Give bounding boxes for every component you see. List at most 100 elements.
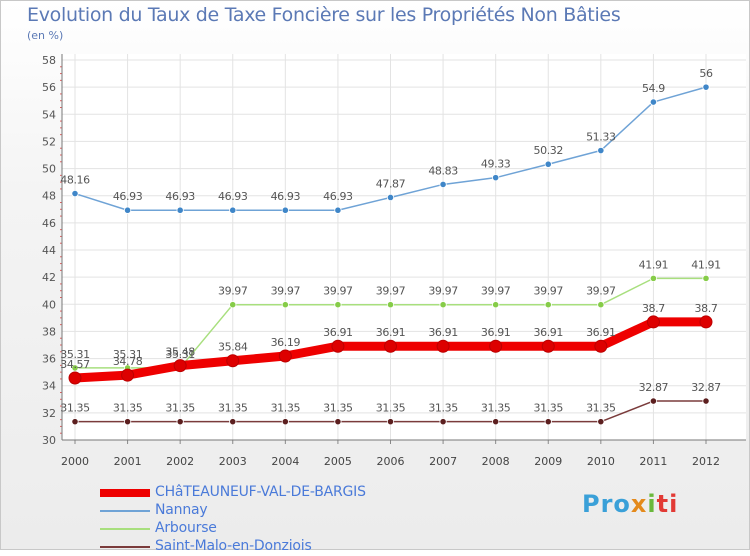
data-point — [541, 339, 555, 353]
data-label: 49.33 — [481, 158, 511, 171]
data-label: 31.35 — [323, 402, 353, 415]
data-label: 31.35 — [113, 402, 143, 415]
data-point — [123, 418, 132, 426]
data-label: 39.97 — [271, 285, 301, 298]
legend-label: Saint-Malo-en-Donziois — [155, 538, 312, 554]
legend-label: Nannay — [155, 502, 208, 518]
data-label: 35.31 — [165, 348, 195, 361]
data-point — [384, 339, 397, 353]
data-point — [176, 418, 184, 426]
data-label: 31.35 — [428, 402, 458, 415]
y-tick-label: 42 — [42, 271, 56, 284]
data-label: 36.91 — [323, 326, 353, 339]
data-point — [71, 189, 79, 198]
x-tick-label: 2012 — [692, 455, 720, 468]
data-point — [597, 146, 605, 155]
data-point — [597, 418, 605, 426]
data-label: 31.35 — [586, 402, 616, 415]
data-point — [649, 274, 658, 282]
x-tick-label: 2001 — [114, 455, 142, 468]
data-label: 38.7 — [695, 302, 718, 315]
data-point — [281, 418, 289, 426]
y-tick-label: 44 — [42, 244, 56, 257]
data-label: 39.97 — [481, 285, 511, 298]
data-label: 48.16 — [60, 174, 90, 187]
data-point — [492, 301, 500, 309]
data-point — [544, 418, 552, 426]
data-point — [226, 354, 240, 368]
data-point — [229, 301, 237, 309]
plot-area — [62, 54, 746, 440]
data-label: 36.91 — [481, 326, 511, 339]
logo-part: i — [647, 490, 657, 518]
data-label: 51.33 — [586, 131, 616, 144]
data-label: 39.97 — [376, 285, 406, 298]
logo-part: ti — [656, 490, 679, 518]
data-label: 39.97 — [534, 285, 564, 298]
data-label: 56 — [699, 67, 713, 80]
legend-label: CHâTEAUNEUF-VAL-DE-BARGIS — [155, 484, 366, 500]
data-label: 39.97 — [586, 285, 616, 298]
data-label: 54.9 — [642, 82, 665, 95]
data-label: 31.35 — [218, 402, 248, 415]
data-point — [489, 339, 503, 353]
x-tick-label: 2009 — [534, 455, 562, 468]
y-tick-label: 34 — [42, 380, 56, 393]
chart-title: Evolution du Taux de Taxe Foncière sur l… — [27, 4, 621, 26]
data-label: 35.31 — [113, 348, 143, 361]
data-label: 31.35 — [376, 402, 406, 415]
x-tick-label: 2010 — [587, 455, 615, 468]
x-tick-label: 2007 — [429, 455, 457, 468]
data-point — [281, 301, 289, 309]
proxiti-logo: Proxiti — [582, 490, 678, 518]
legend-swatch — [100, 528, 150, 530]
data-point — [439, 301, 447, 309]
data-point — [278, 349, 292, 363]
x-tick-label: 2000 — [61, 455, 89, 468]
legend-swatch — [100, 510, 150, 512]
data-label: 35.84 — [218, 341, 248, 354]
data-label: 39.97 — [428, 285, 458, 298]
y-tick-label: 50 — [42, 163, 56, 176]
y-tick-label: 40 — [42, 298, 56, 311]
legend-swatch — [100, 489, 150, 497]
data-point — [334, 418, 342, 426]
data-label: 46.93 — [218, 190, 248, 203]
y-tick-label: 52 — [42, 135, 56, 148]
data-label: 41.91 — [639, 258, 669, 271]
x-tick-label: 2006 — [377, 455, 405, 468]
data-point — [492, 418, 500, 426]
data-point — [439, 180, 447, 189]
data-label: 50.32 — [534, 144, 564, 157]
data-label: 46.93 — [113, 190, 143, 203]
data-point — [544, 160, 552, 168]
data-label: 31.35 — [271, 402, 301, 415]
data-point — [334, 206, 342, 214]
data-label: 36.91 — [376, 326, 406, 339]
data-label: 34.57 — [60, 358, 90, 371]
data-label: 41.91 — [691, 258, 721, 271]
data-point — [699, 315, 713, 329]
data-point — [281, 206, 289, 214]
data-label: 35.48 — [165, 346, 195, 359]
data-label: 39.97 — [218, 285, 248, 298]
data-label: 35.31 — [60, 348, 90, 361]
y-tick-label: 30 — [42, 434, 56, 447]
data-point — [173, 359, 187, 373]
data-point — [436, 339, 450, 353]
data-point — [594, 339, 608, 353]
legend-swatch — [100, 546, 150, 548]
data-point — [386, 193, 395, 202]
data-point — [176, 206, 184, 214]
data-point — [492, 174, 500, 182]
x-tick-label: 2005 — [324, 455, 352, 468]
data-label: 46.93 — [323, 190, 353, 203]
data-label: 34.78 — [113, 355, 143, 368]
data-point — [229, 206, 237, 214]
data-point — [71, 364, 79, 372]
y-tick-label: 32 — [42, 407, 56, 420]
y-tick-label: 38 — [42, 325, 56, 338]
logo-part: x — [630, 490, 648, 518]
data-point — [439, 418, 447, 426]
